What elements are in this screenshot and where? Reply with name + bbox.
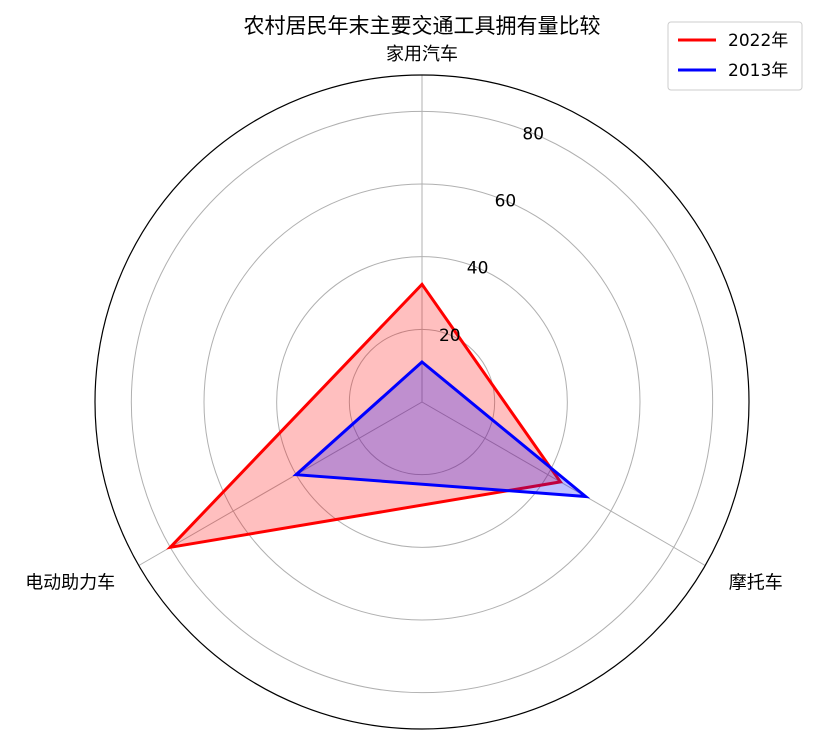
radial-tick-label: 60 (495, 192, 517, 212)
spoke-line (138, 401, 423, 566)
series-area (296, 362, 586, 497)
spoke-line (421, 401, 706, 566)
category-label: 摩托车 (729, 573, 783, 594)
chart-title: 农村居民年末主要交通工具拥有量比较 (244, 14, 601, 38)
legend-label: 2022年 (728, 31, 788, 51)
category-label: 家用汽车 (386, 44, 458, 65)
radial-tick-labels: 20 40 60 80 (439, 125, 544, 346)
category-label: 电动助力车 (25, 573, 115, 594)
radial-tick-label: 20 (439, 326, 461, 346)
outer-frame (94, 74, 750, 730)
radial-tick-label: 80 (522, 125, 544, 145)
series-group (166, 281, 591, 550)
series-area (170, 284, 561, 548)
spokes (138, 75, 706, 566)
legend-label: 2013年 (728, 61, 788, 81)
series-line (292, 360, 591, 499)
radial-tick-label: 40 (467, 259, 489, 279)
legend: 2022年 2013年 (667, 21, 803, 91)
series-line (166, 281, 563, 550)
